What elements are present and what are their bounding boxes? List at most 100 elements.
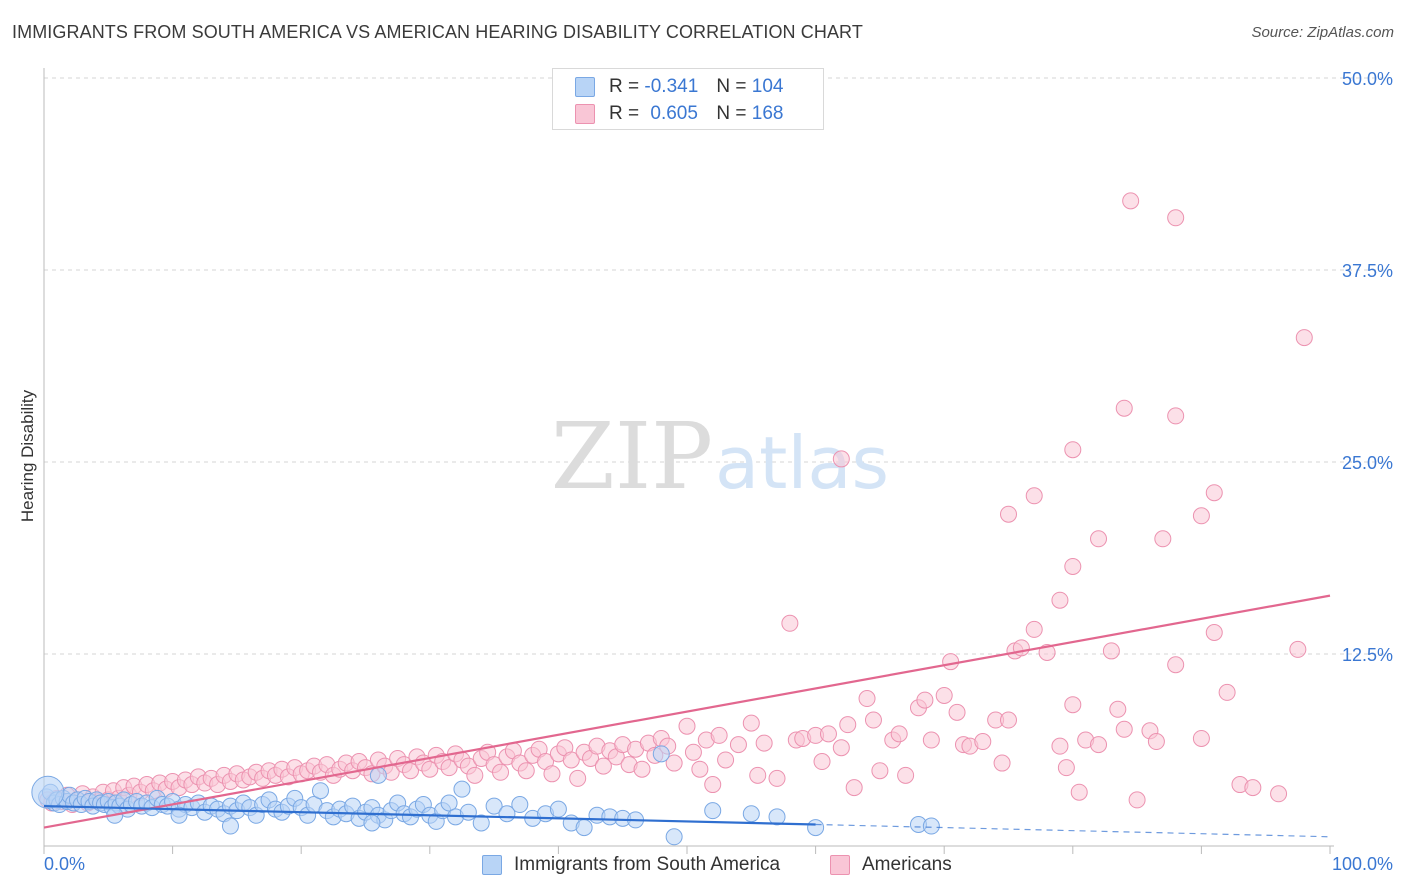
americans-point bbox=[1270, 785, 1288, 803]
legend-row-immigrants: R = -0.341 N = 104 bbox=[575, 75, 783, 99]
americans-point bbox=[890, 725, 908, 743]
americans-point bbox=[729, 736, 747, 754]
americans-point bbox=[1128, 791, 1146, 809]
immigrants-point bbox=[453, 780, 471, 798]
americans-point bbox=[1070, 783, 1088, 801]
immigrants-trend-extension bbox=[815, 823, 1331, 838]
immigrants-point bbox=[459, 803, 477, 821]
immigrants-point bbox=[311, 782, 329, 800]
legend-r-value: 0.605 bbox=[650, 103, 698, 124]
x-tick-label: 100.0% bbox=[1332, 854, 1393, 874]
bottom-legend-swatch-pink bbox=[830, 855, 850, 875]
americans-point bbox=[691, 760, 709, 778]
americans-point bbox=[1000, 711, 1017, 729]
americans-point bbox=[781, 614, 799, 632]
americans-point bbox=[684, 743, 702, 761]
americans-point bbox=[1192, 729, 1210, 747]
americans-point bbox=[678, 717, 696, 735]
americans-points bbox=[39, 192, 1313, 814]
americans-point bbox=[1090, 736, 1108, 754]
americans-point bbox=[1244, 779, 1262, 797]
immigrants-point bbox=[472, 814, 490, 832]
americans-point bbox=[768, 769, 786, 787]
watermark-zip: ZIP bbox=[551, 403, 713, 510]
immigrants-point bbox=[221, 817, 239, 835]
americans-point bbox=[845, 779, 863, 797]
americans-point bbox=[916, 691, 934, 709]
americans-point bbox=[839, 716, 857, 734]
americans-point bbox=[1115, 720, 1133, 738]
americans-point bbox=[871, 762, 889, 780]
bottom-legend-label: Immigrants from South America bbox=[514, 854, 781, 875]
immigrants-point bbox=[31, 775, 65, 809]
immigrants-point bbox=[807, 819, 825, 837]
americans-point bbox=[1167, 656, 1185, 674]
immigrants-point bbox=[363, 814, 381, 832]
tick-labels: 12.5% 25.0% 37.5% 50.0% 0.0% 100.0% bbox=[44, 69, 1393, 874]
americans-point bbox=[1064, 441, 1082, 459]
americans-point bbox=[1064, 557, 1082, 575]
bottom-legend-americans: Americans bbox=[830, 852, 952, 878]
americans-point bbox=[1205, 484, 1223, 502]
americans-point bbox=[897, 766, 915, 784]
chart-title: IMMIGRANTS FROM SOUTH AMERICA VS AMERICA… bbox=[12, 22, 863, 42]
source-label: Source: ZipAtlas.com bbox=[1251, 24, 1394, 41]
americans-point bbox=[1109, 700, 1127, 718]
americans-point bbox=[1192, 507, 1210, 525]
immigrants-point bbox=[575, 819, 593, 837]
immigrants-trend-line bbox=[43, 804, 816, 826]
legend-n-label: N = bbox=[716, 103, 747, 124]
americans-point bbox=[717, 751, 735, 769]
bottom-legend-label: Americans bbox=[862, 854, 952, 875]
immigrants-point bbox=[652, 745, 670, 763]
americans-point bbox=[749, 766, 767, 784]
y-tick-label: 25.0% bbox=[1342, 453, 1393, 473]
americans-point bbox=[993, 754, 1011, 772]
americans-point bbox=[1122, 192, 1140, 210]
watermark: ZIP atlas bbox=[551, 403, 889, 510]
americans-point bbox=[1057, 759, 1075, 777]
immigrants-point bbox=[511, 796, 529, 814]
legend-swatch-blue bbox=[575, 77, 595, 97]
immigrants-point bbox=[485, 797, 503, 815]
immigrants-point bbox=[768, 808, 786, 826]
americans-point bbox=[633, 760, 651, 778]
americans-point bbox=[922, 731, 940, 749]
americans-point bbox=[1025, 487, 1043, 505]
y-tick-label: 50.0% bbox=[1342, 69, 1393, 89]
grid-lines bbox=[44, 77, 1390, 655]
americans-point bbox=[1167, 209, 1185, 227]
americans-point bbox=[755, 734, 773, 752]
americans-point bbox=[421, 760, 439, 778]
immigrants-point bbox=[665, 828, 683, 846]
legend-n-value: 168 bbox=[751, 103, 784, 124]
immigrants-point bbox=[369, 766, 387, 784]
americans-point bbox=[517, 762, 535, 780]
americans-point bbox=[594, 757, 612, 775]
americans-point bbox=[813, 753, 831, 771]
americans-point bbox=[1218, 683, 1236, 701]
y-axis-label: Hearing Disability bbox=[18, 389, 37, 522]
watermark-atlas: atlas bbox=[715, 421, 889, 505]
americans-point bbox=[1147, 733, 1165, 751]
legend-row-americans: R = 0.605 N = 168 bbox=[575, 102, 783, 126]
americans-point bbox=[710, 726, 728, 744]
immigrants-point bbox=[549, 800, 567, 818]
americans-point bbox=[665, 754, 683, 772]
immigrants-point bbox=[440, 794, 458, 812]
correlation-legend: R = -0.341 N = 104 R = 0.605 N = 168 bbox=[552, 68, 824, 130]
americans-point bbox=[1051, 591, 1069, 609]
americans-point bbox=[466, 766, 484, 784]
legend-r-label: R = bbox=[609, 103, 640, 124]
legend-swatch-pink bbox=[575, 104, 595, 124]
americans-point bbox=[1012, 639, 1030, 657]
legend-n-label: N = bbox=[716, 76, 747, 97]
americans-point bbox=[1102, 642, 1120, 660]
americans-point bbox=[832, 739, 850, 757]
y-tick-label: 12.5% bbox=[1342, 645, 1393, 665]
americans-point bbox=[543, 765, 561, 783]
americans-point bbox=[832, 450, 850, 468]
americans-point bbox=[562, 751, 580, 769]
americans-point bbox=[569, 769, 587, 787]
